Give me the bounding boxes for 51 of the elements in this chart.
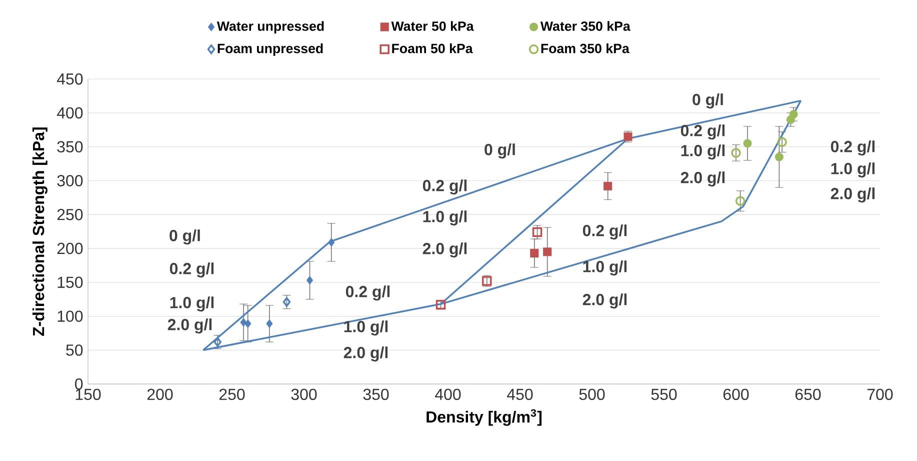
y-tick-label: 0 xyxy=(75,378,83,390)
annotation: 0.2 g/l xyxy=(680,124,725,140)
annotation: 2.0 g/l xyxy=(168,318,212,334)
x-tick-label: 600 xyxy=(723,388,749,400)
annotation: 1.0 g/l xyxy=(423,210,467,226)
x-tick-label: 150 xyxy=(76,388,101,400)
legend-label: Water 350 kPa xyxy=(540,21,630,31)
x-tick-label: 200 xyxy=(147,388,173,400)
y-tick-label: 200 xyxy=(57,242,83,254)
y-tick-label: 350 xyxy=(57,141,83,152)
annotation: 0.2 g/l xyxy=(170,262,214,278)
x-tick-label: 550 xyxy=(651,388,677,400)
annotation: 1.0 g/l xyxy=(681,144,725,160)
x-tick-label: 650 xyxy=(795,388,821,400)
annotation: 0 g/l xyxy=(692,94,723,108)
y-tick-label: 300 xyxy=(57,175,83,186)
x-tick-label: 400 xyxy=(435,388,461,400)
y-tick-label: 450 xyxy=(56,73,83,85)
annotation: 2.0 g/l xyxy=(422,242,467,258)
x-tick-label: 250 xyxy=(219,388,245,400)
y-tick-label: 250 xyxy=(57,208,83,220)
x-tick-label: 350 xyxy=(363,388,389,400)
y-tick-label: 50 xyxy=(66,344,83,356)
annotation: 0 g/l xyxy=(484,144,515,158)
annotation: 2.0 g/l xyxy=(344,346,388,362)
y-tick-label: 150 xyxy=(58,276,83,288)
x-tick-label: 300 xyxy=(291,388,317,400)
annotation: 1.0 g/l xyxy=(583,260,627,276)
annotation: 1.0 g/l xyxy=(831,162,875,178)
annotation: 0.2 g/l xyxy=(346,286,390,300)
annotation: 0.2 g/l xyxy=(830,140,875,156)
x-tick-label: 500 xyxy=(579,388,605,400)
annotation: 1.0 g/l xyxy=(170,296,214,312)
x-tick-label: 700 xyxy=(867,388,893,400)
y-axis-title: Z-directional Strength [kPa] xyxy=(32,128,48,336)
legend-label: Water 50 kPa xyxy=(391,21,474,31)
x-tick-label: 450 xyxy=(507,388,533,400)
x-axis-title: Density [kg/m$^{3}$] xyxy=(426,409,542,426)
annotation: 2.0 g/l xyxy=(582,294,627,308)
annotation: 2.0 g/l xyxy=(680,172,725,186)
y-tick-label: 400 xyxy=(56,107,83,119)
legend-label: Foam 350 kPa xyxy=(541,43,630,54)
legend-label: Foam 50 kPa xyxy=(392,43,473,54)
annotation: 0.2 g/l xyxy=(422,180,467,194)
annotation: 0.2 g/l xyxy=(582,224,627,240)
annotation: 1.0 g/l xyxy=(344,320,388,336)
legend-label: Water unpressed xyxy=(216,21,324,34)
legend-label: Foam unpressed xyxy=(218,43,323,56)
y-tick-label: 100 xyxy=(58,310,83,322)
annotation: 0 g/l xyxy=(170,230,200,244)
annotation: 2.0 g/l xyxy=(830,188,875,202)
